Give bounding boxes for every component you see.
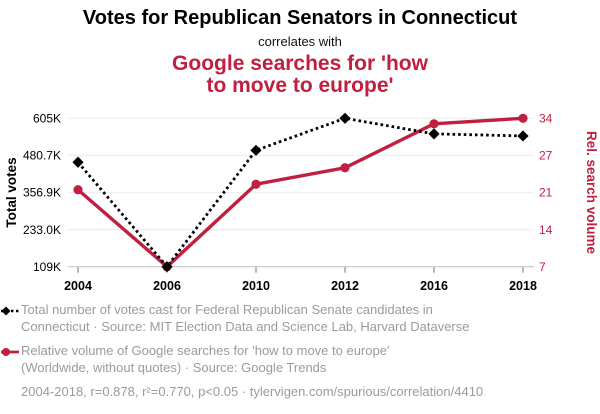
left-axis-title: Total votes [4,157,19,227]
x-tick-label: 2018 [509,279,537,293]
searches-legend-line-2: (Worldwide, without quotes) · Source: Go… [21,359,327,375]
x-tick-label: 2010 [242,279,270,293]
right-axis-tick-label: 34 [539,112,553,126]
searches-legend-line-1: Relative volume of Google searches for '… [21,343,390,358]
stats-footer: 2004-2018, r=0.878, r²=0.770, p<0.05 · t… [21,384,484,399]
chart-title: Votes for Republican Senators in Connect… [82,7,518,29]
left-axis-tick-label: 233.0K [23,223,61,237]
chart-subtitle-line-2: to move to europe' [206,74,394,97]
left-axis-tick-label: 605K [33,112,61,126]
chart-subtitle: Google searches for 'how to move to euro… [0,53,600,97]
right-axis-tick-label: 14 [539,223,553,237]
searches-legend-marker-icon [1,343,19,376]
right-axis-tick-label: 7 [539,260,546,274]
left-axis-tick-label: 109K [33,260,61,274]
left-axis-tick-label: 356.9K [23,186,61,200]
right-axis-title: Rel. search volume [584,131,599,255]
legend-diamond [1,306,11,316]
searches-data-point [73,185,83,195]
right-axis-tick-label: 21 [539,186,553,200]
right-axis-tick-label: 27 [539,149,553,163]
x-tick-label: 2012 [331,279,359,293]
searches-legend-text: Relative volume of Google searches for '… [19,343,389,376]
searches-data-point [251,179,261,189]
votes-legend-line-1: Total number of votes cast for Federal R… [21,302,433,317]
votes-data-point [339,112,351,124]
votes-legend-text: Total number of votes cast for Federal R… [19,302,469,335]
left-axis-tick-label: 480.7K [23,149,61,163]
votes-data-point [517,130,529,142]
diamond-dotted-icon [1,306,19,316]
x-tick-label: 2004 [64,279,92,293]
chart-legend: Total number of votes cast for Federal R… [1,302,579,400]
chart-header: Votes for Republican Senators in Connect… [0,6,600,97]
searches-data-point [340,163,350,173]
x-tick-label: 2016 [420,279,448,293]
votes-line [76,116,524,269]
circle-solid-icon [1,348,19,356]
legend-circle [2,348,10,356]
votes-legend-marker-icon [1,302,19,335]
correlates-with-label: correlates with [258,34,342,49]
searches-line [76,116,524,269]
searches-data-point [429,119,439,129]
x-tick-label: 2006 [153,279,181,293]
votes-legend-line-2: Connecticut · Source: MIT Election Data … [21,318,470,334]
votes-data-point [72,156,84,168]
searches-data-point [518,113,528,123]
legend-item-searches: Relative volume of Google searches for '… [1,343,579,376]
legend-item-votes: Total number of votes cast for Federal R… [1,302,579,335]
votes-data-point [161,261,173,273]
votes-data-point [428,128,440,140]
votes-data-point [250,144,262,156]
chart-subtitle-line-1: Google searches for 'how [172,52,428,75]
